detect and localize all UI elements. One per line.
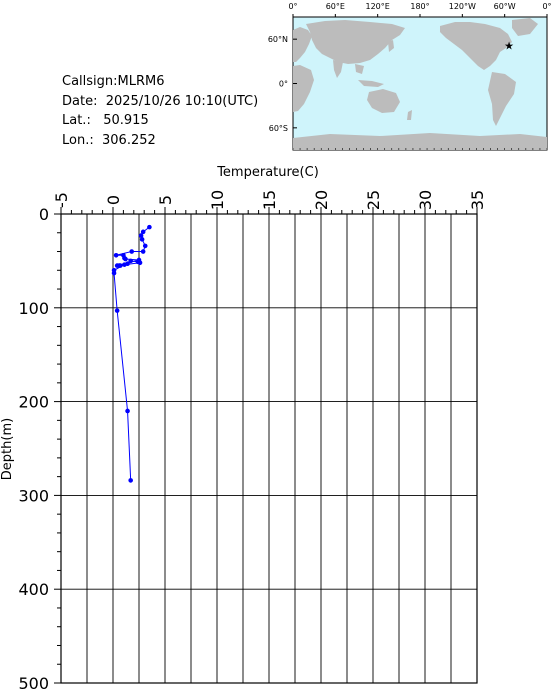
- station-info: Callsign:MLRM6 Date: 2025/10/26 10:10(UT…: [62, 72, 258, 150]
- x-tick-label: 5: [156, 195, 175, 205]
- lat-value: 50.915: [103, 113, 149, 128]
- y-tick-labels: 0 100 200 300 400 500: [18, 205, 49, 690]
- data-point: [140, 229, 146, 235]
- map-lon-label: 120°E: [366, 2, 390, 11]
- data-point: [123, 256, 128, 262]
- data-point: [147, 224, 152, 230]
- data-point: [142, 243, 148, 249]
- x-tick-label: 20: [312, 190, 331, 210]
- map-lon-label: 0°: [542, 2, 551, 11]
- data-point: [111, 270, 117, 276]
- data-point: [117, 263, 123, 268]
- x-tick-label: 30: [416, 190, 435, 210]
- data-point: [140, 249, 146, 254]
- date-value: 2025/10/26 10:10(UTC): [105, 93, 259, 109]
- land-india: [333, 60, 343, 78]
- location-marker: ★: [504, 39, 514, 52]
- y-tick-label: 100: [18, 299, 49, 318]
- map-lon-label: 180°: [410, 2, 429, 11]
- x-tick-label: 15: [260, 190, 279, 210]
- data-point: [125, 408, 130, 414]
- x-tick-label: 35: [468, 190, 487, 210]
- land-se-asia: [355, 64, 364, 74]
- y-tick-label: 300: [18, 486, 49, 505]
- y-tick-label: 400: [18, 580, 49, 599]
- lon-value: 306.252: [102, 132, 156, 148]
- land-japan: [388, 40, 394, 52]
- y-tick-label: 200: [18, 393, 49, 412]
- callsign-row: Callsign:MLRM6: [62, 72, 258, 92]
- plot-frame: [60, 213, 478, 684]
- land-indonesia: [358, 80, 384, 87]
- world-map: 0° 60°E 120°E 180° 120°W 60°W 0° 60°N 0° 60°S ★: [268, 2, 552, 151]
- map-lon-label: 60°W: [494, 2, 516, 11]
- land-africa: [293, 65, 314, 112]
- map-lat-label: 60°S: [269, 124, 288, 133]
- land-south-america: [488, 72, 516, 126]
- data-point: [138, 233, 144, 238]
- data-point: [128, 258, 133, 264]
- map-lon-label: 60°E: [326, 2, 345, 11]
- x-tick-label: 0: [104, 195, 123, 205]
- map-lat-label: 60°N: [268, 35, 288, 44]
- lon-row: Lon.: 306.252: [62, 131, 258, 151]
- x-tick-labels: -5 0 5 10 15 20 25 30 35: [52, 190, 487, 210]
- date-row: Date: 2025/10/26 10:10(UTC): [62, 92, 258, 112]
- y-tick-label: 0: [39, 205, 49, 224]
- lat-row: Lat.: 50.915: [62, 111, 258, 131]
- data-point: [128, 478, 133, 483]
- land-greenland: [512, 18, 538, 36]
- callsign-value: MLRM6: [117, 74, 165, 89]
- callsign-label: Callsign:: [62, 74, 118, 89]
- land-new-zealand: [407, 110, 412, 120]
- data-point: [129, 249, 135, 254]
- chart-series: [111, 224, 152, 483]
- land-north-america: [440, 22, 512, 70]
- date-label: Date:: [62, 93, 98, 109]
- lat-label: Lat.:: [62, 113, 91, 128]
- y-axis-label: Depth(m): [0, 418, 15, 480]
- chart-ticks: [54, 207, 478, 684]
- land-asia: [306, 20, 405, 64]
- x-axis-label: Temperature(C): [216, 165, 319, 180]
- map-axes: 0° 60°E 120°E 180° 120°W 60°W 0° 60°N 0° 60°S: [268, 2, 552, 150]
- map-lon-label: 0°: [288, 2, 297, 11]
- x-tick-label: -5: [52, 192, 71, 208]
- land-australia: [367, 89, 400, 113]
- map-lat-label: 0°: [279, 80, 288, 89]
- data-point: [114, 308, 120, 313]
- x-tick-label: 10: [208, 190, 227, 210]
- x-tick-label: 25: [364, 190, 383, 210]
- map-land: [293, 18, 547, 150]
- y-tick-label: 500: [18, 674, 49, 690]
- data-point: [113, 252, 119, 258]
- lon-label: Lon.:: [62, 132, 94, 148]
- data-point: [137, 260, 143, 266]
- land-europe-africa: [293, 27, 312, 62]
- map-lon-label: 120°W: [449, 2, 476, 11]
- chart-grid: [61, 214, 477, 683]
- data-point: [139, 237, 145, 242]
- land-antarctica: [293, 133, 547, 150]
- data-point: [122, 262, 127, 267]
